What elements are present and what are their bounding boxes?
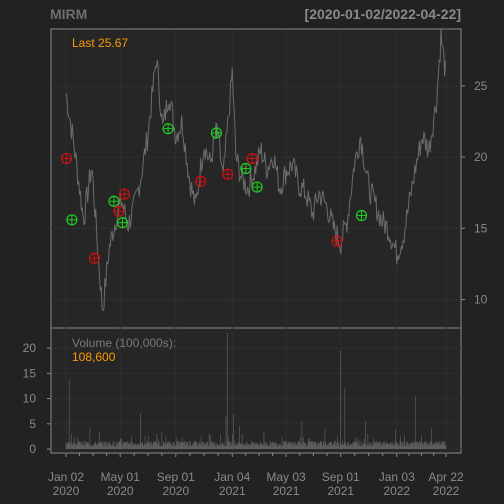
buy-marker [108, 195, 120, 207]
x-tick-label: Jan 02 [48, 470, 84, 484]
buy-marker [116, 217, 129, 229]
chart-title: MIRM [50, 6, 87, 22]
buy-marker [240, 162, 252, 175]
volume-bars [65, 333, 447, 449]
x-tick-year: 2022 [383, 484, 410, 498]
price-y-tick-label: 15 [474, 221, 488, 235]
volume-y-tick-label: 15 [23, 366, 37, 380]
price-line [65, 28, 446, 312]
x-tick-year: 2020 [107, 484, 134, 498]
x-tick-label: Jan 04 [214, 470, 250, 484]
last-price-label: Last 25.67 [72, 36, 128, 50]
buy-marker [251, 181, 263, 193]
x-tick-label: Jan 03 [379, 470, 415, 484]
volume-label: Volume (100,000s): [72, 336, 176, 350]
x-tick-label: May 01 [101, 470, 141, 484]
x-tick-label: Sep 01 [157, 470, 195, 484]
x-tick-year: 2020 [162, 484, 189, 498]
sell-marker [60, 152, 73, 165]
sell-marker [113, 205, 125, 217]
sell-marker [246, 152, 258, 165]
x-tick-year: 2020 [53, 484, 80, 498]
sell-marker [88, 252, 101, 264]
x-tick-label: Sep 01 [322, 470, 360, 484]
buy-marker [66, 214, 78, 226]
buy-marker [162, 123, 174, 135]
sell-marker [331, 235, 343, 247]
volume-y-tick-label: 10 [23, 392, 37, 406]
x-tick-year: 2021 [219, 484, 246, 498]
price-y-tick-label: 25 [474, 79, 488, 93]
volume-last-value: 108,600 [72, 350, 116, 364]
price-gridlines [51, 85, 461, 301]
volume-y-tick-label: 0 [29, 442, 36, 456]
volume-panel-frame [50, 327, 462, 454]
price-y-tick-label: 10 [474, 293, 488, 307]
sell-marker [222, 168, 234, 180]
x-tick-label: Apr 22 [428, 470, 464, 484]
volume-y-axis: 0 5 10 15 20 [23, 341, 51, 456]
volume-y-tick-label: 5 [29, 417, 36, 431]
x-tick-label: May 03 [266, 470, 306, 484]
x-tick-year: 2021 [273, 484, 300, 498]
x-tick-year: 2021 [327, 484, 354, 498]
buy-marker [210, 127, 223, 139]
sell-marker [118, 188, 130, 200]
buy-marker [355, 209, 368, 222]
price-panel-frame [50, 28, 462, 329]
x-tick-year: 2022 [433, 484, 460, 498]
sell-marker [195, 175, 207, 187]
volume-y-tick-label: 20 [23, 341, 37, 355]
trade-markers [60, 123, 368, 264]
price-y-tick-label: 20 [474, 150, 488, 164]
date-range-label: [2020-01-02/2022-04-22] [305, 6, 461, 22]
price-y-axis: 10 15 20 25 [461, 79, 488, 307]
